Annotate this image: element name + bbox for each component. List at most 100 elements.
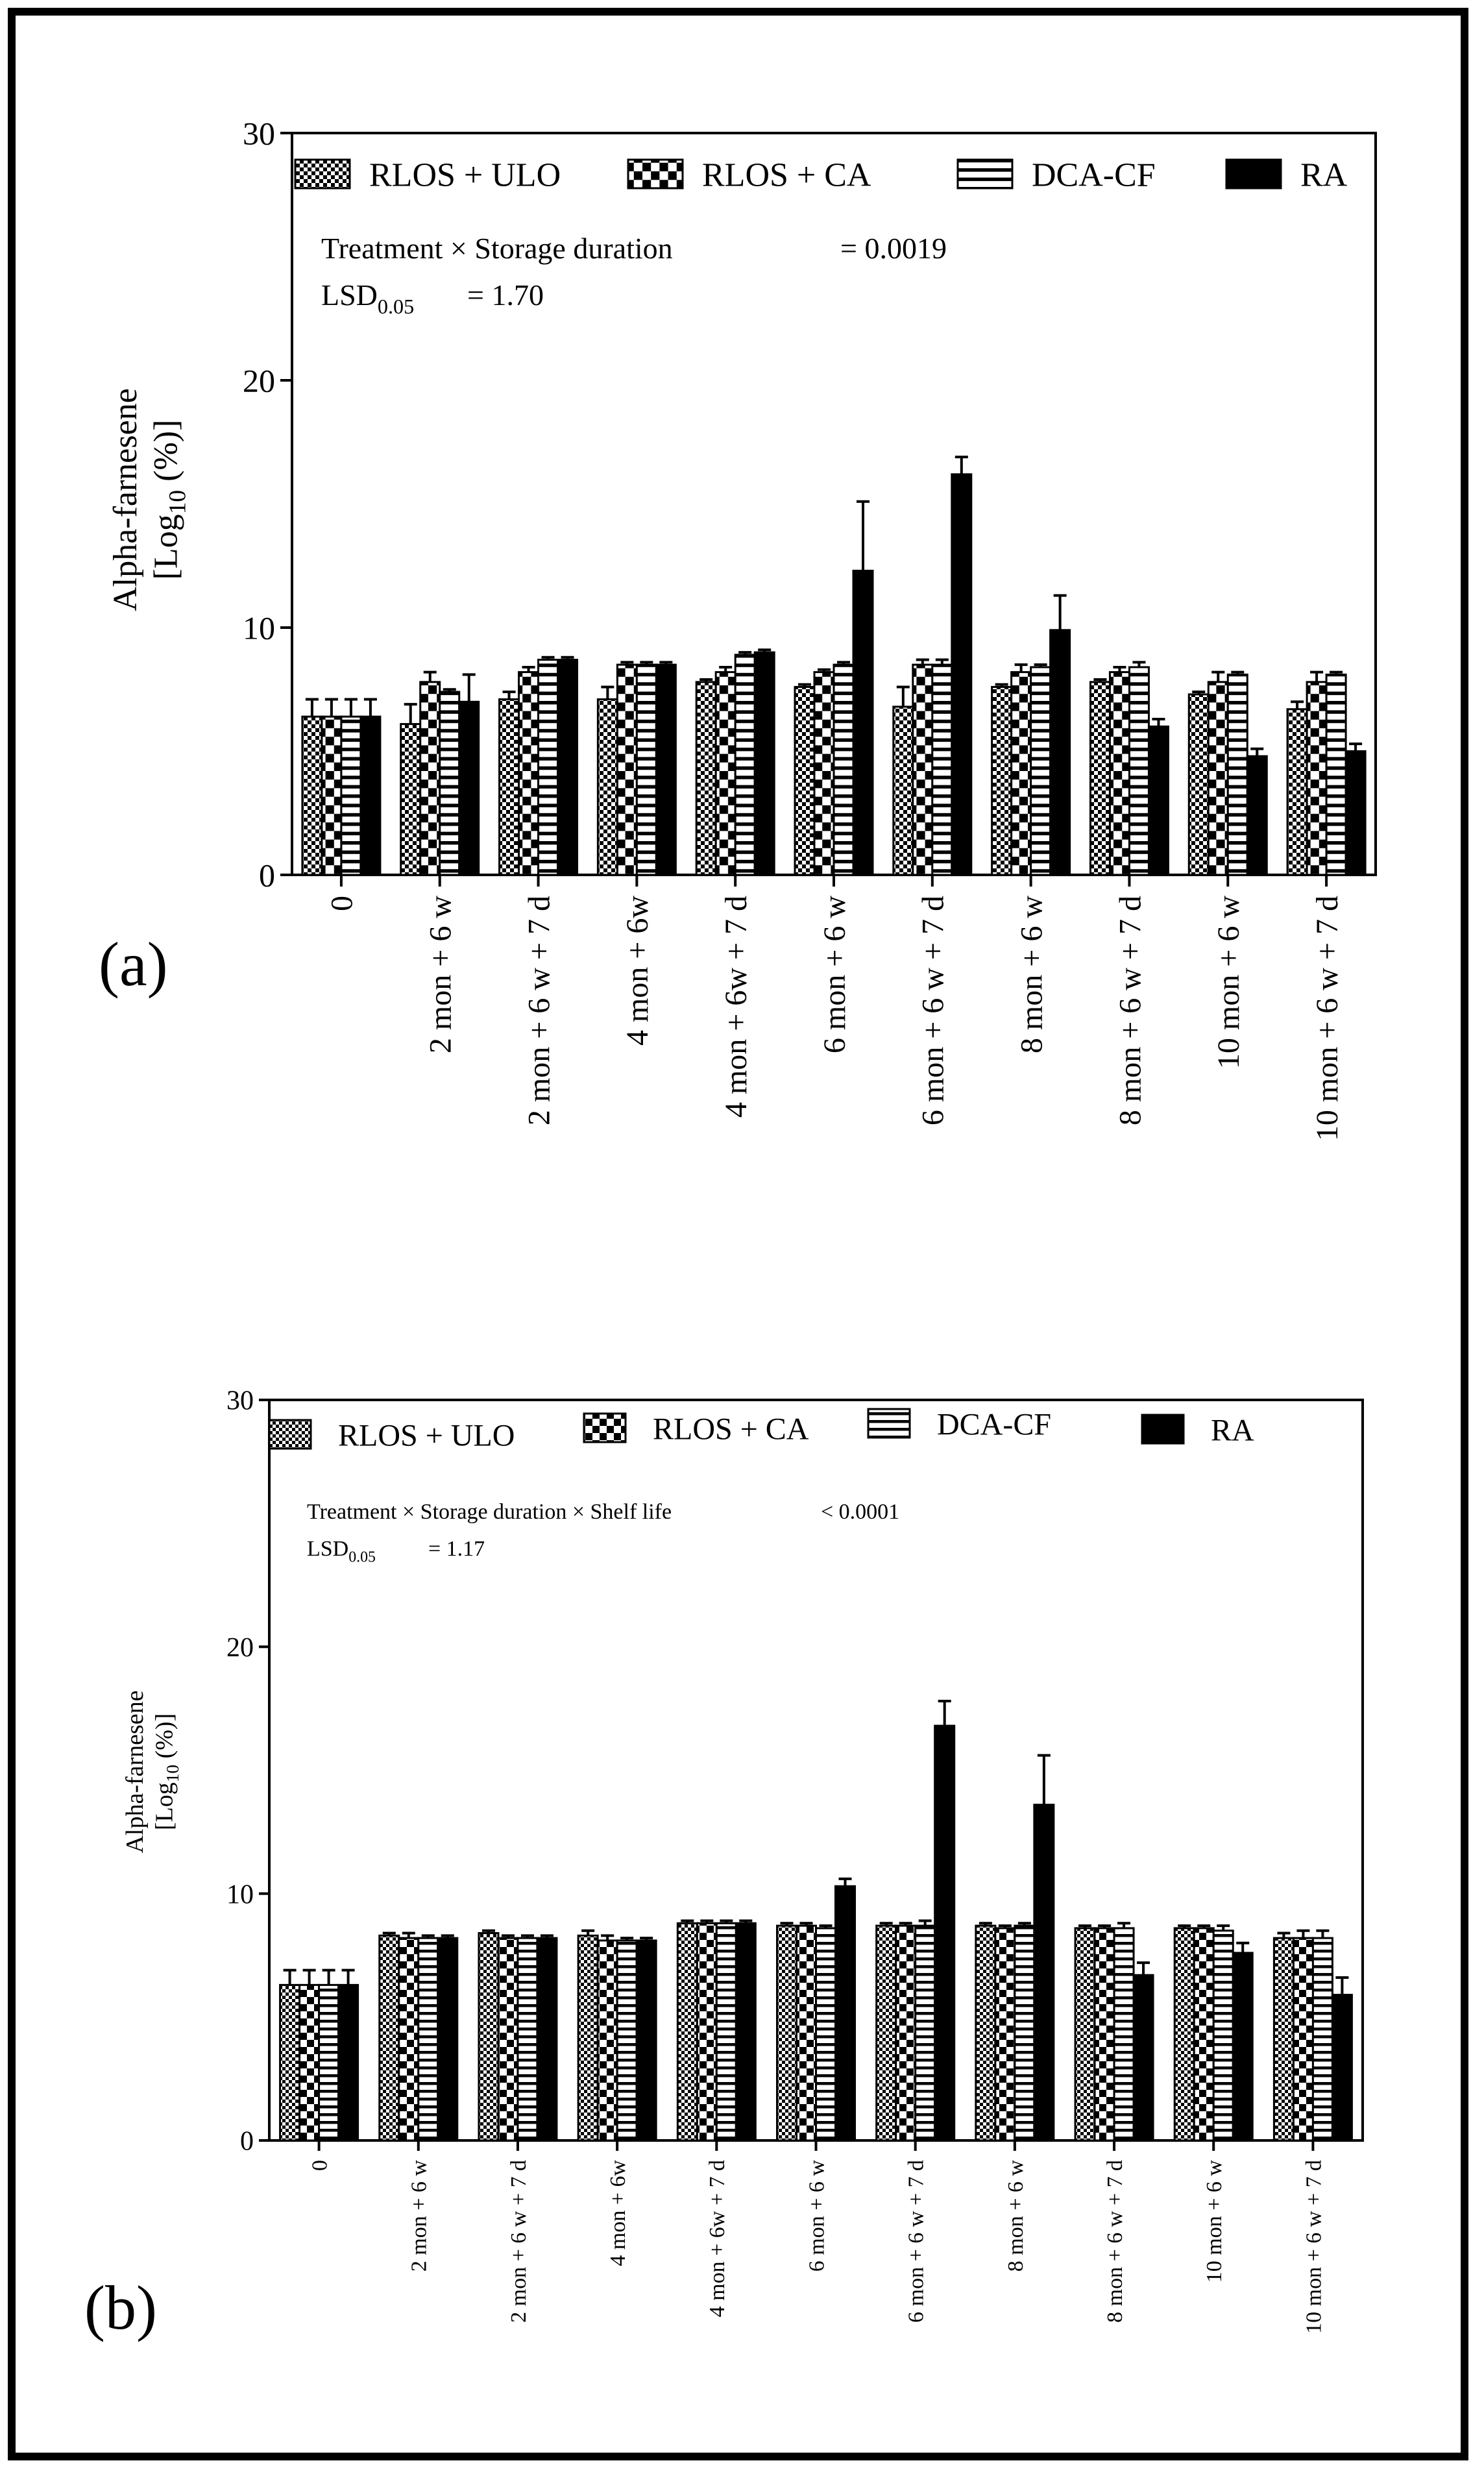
bar-rlos-ulo-11 bbox=[1286, 708, 1308, 876]
stat-value: < 0.0001 bbox=[821, 1500, 899, 1524]
legend-swatch-ra bbox=[1141, 1414, 1185, 1445]
bar-rlos-ulo-3 bbox=[498, 698, 520, 876]
x-tick-label: 8 mon + 6 w + 7 d bbox=[1113, 896, 1147, 1125]
lsd-sub: 0.05 bbox=[348, 1549, 376, 1566]
bar-rlos-ca-8 bbox=[994, 1927, 1016, 2142]
bar-dca-cf-11 bbox=[1311, 1937, 1333, 2142]
legend-swatch-rlos-ca bbox=[627, 158, 684, 190]
x-tick-label: 8 mon + 6 w bbox=[1004, 2160, 1028, 2272]
bar-rlos-ulo-6 bbox=[794, 685, 816, 876]
bar-rlos-ulo-10 bbox=[1173, 1927, 1195, 2142]
x-tick-label: 10 mon + 6 w + 7 d bbox=[1302, 2160, 1326, 2334]
legend-label-rlos-ca: RLOS + CA bbox=[702, 157, 871, 194]
legend-swatch-rlos-ulo bbox=[268, 1419, 312, 1450]
x-tick-label: 8 mon + 6 w bbox=[1014, 896, 1049, 1053]
bar-ra-5 bbox=[753, 651, 775, 876]
legend-label-ra: RA bbox=[1211, 1413, 1254, 1447]
bar-rlos-ulo-8 bbox=[991, 685, 1013, 876]
y-tick-label: 30 bbox=[243, 116, 275, 152]
bar-rlos-ca-5 bbox=[696, 1922, 718, 2142]
bar-dca-cf-6 bbox=[833, 663, 855, 876]
bar-dca-cf-7 bbox=[931, 663, 953, 876]
bar-rlos-ulo-1 bbox=[301, 715, 323, 876]
legend-swatch-rlos-ulo bbox=[294, 158, 351, 190]
lsd-label: LSD0.05 bbox=[321, 278, 414, 318]
bar-rlos-ca-1 bbox=[321, 715, 343, 876]
bar-rlos-ulo-10 bbox=[1187, 693, 1210, 876]
y-axis-label-line2: [Log bbox=[147, 514, 184, 580]
bar-dca-cf-8 bbox=[1030, 666, 1052, 876]
x-tick-label: 4 mon + 6w bbox=[620, 896, 655, 1046]
bar-rlos-ulo-4 bbox=[596, 698, 618, 876]
bar-ra-9 bbox=[1132, 1974, 1154, 2142]
lsd-main: LSD bbox=[321, 278, 378, 312]
bar-ra-1 bbox=[337, 1983, 359, 2142]
stat-label: Treatment × Storage duration bbox=[321, 232, 673, 265]
x-tick-label: 6 mon + 6 w bbox=[805, 2160, 829, 2272]
bar-dca-cf-5 bbox=[715, 1922, 737, 2142]
y-tick-label: 0 bbox=[240, 2127, 254, 2157]
y-axis-label: Alpha-farnesene[Log10 (%)] bbox=[121, 1690, 182, 1853]
legend-label-dca-cf: DCA-CF bbox=[937, 1407, 1051, 1441]
bar-ra-4 bbox=[655, 663, 677, 876]
lsd-value: = 1.70 bbox=[467, 278, 544, 312]
legend-swatch-dca-cf bbox=[956, 158, 1014, 190]
x-tick-label: 4 mon + 6w bbox=[606, 2160, 630, 2266]
y-axis-label: Alpha-farnesene[Log10 (%)] bbox=[107, 388, 191, 611]
bar-ra-11 bbox=[1344, 750, 1367, 876]
y-tick-label: 10 bbox=[226, 1880, 254, 1909]
bar-rlos-ca-11 bbox=[1306, 681, 1328, 876]
x-tick-label: 2 mon + 6 w bbox=[424, 896, 458, 1053]
bar-dca-cf-1 bbox=[340, 715, 362, 876]
bar-dca-cf-5 bbox=[734, 654, 756, 876]
x-tick-label: 6 mon + 6 w + 7 d bbox=[916, 896, 951, 1125]
bar-rlos-ca-3 bbox=[497, 1937, 519, 2142]
legend-swatch-rlos-ca bbox=[583, 1412, 627, 1443]
bar-rlos-ulo-1 bbox=[279, 1983, 301, 2142]
x-tick-label: 4 mon + 6w + 7 d bbox=[719, 896, 753, 1118]
y-tick-label: 0 bbox=[259, 857, 275, 894]
legend-label-rlos-ca: RLOS + CA bbox=[653, 1412, 809, 1446]
bar-rlos-ulo-6 bbox=[776, 1924, 797, 2142]
x-tick-label: 10 mon + 6 w bbox=[1202, 2160, 1226, 2283]
y-tick-label: 20 bbox=[226, 1633, 254, 1663]
bar-ra-10 bbox=[1232, 1952, 1254, 2142]
bar-ra-5 bbox=[735, 1922, 757, 2142]
y-tick-label: 10 bbox=[243, 610, 275, 646]
y-tick-label: 20 bbox=[243, 363, 275, 399]
y-axis-label-line1: Alpha-farnesene bbox=[107, 388, 144, 611]
bar-rlos-ca-7 bbox=[912, 663, 934, 876]
bar-rlos-ulo-9 bbox=[1089, 681, 1111, 876]
x-tick-label: 0 bbox=[325, 896, 359, 911]
bar-rlos-ulo-7 bbox=[892, 705, 914, 876]
bar-dca-cf-1 bbox=[318, 1983, 340, 2142]
y-axis-label-line2: [Log bbox=[151, 1782, 178, 1830]
bar-ra-9 bbox=[1147, 725, 1169, 876]
bar-rlos-ca-2 bbox=[398, 1937, 420, 2142]
bar-dca-cf-8 bbox=[1014, 1924, 1036, 2142]
bar-rlos-ca-7 bbox=[895, 1924, 917, 2142]
bar-ra-3 bbox=[536, 1937, 558, 2142]
y-axis-label-sub: 10 bbox=[164, 490, 191, 514]
y-axis-label-line2-end: (%)] bbox=[151, 1713, 178, 1765]
bar-dca-cf-6 bbox=[815, 1927, 836, 2142]
x-tick-label: 2 mon + 6 w + 7 d bbox=[522, 896, 556, 1125]
bar-dca-cf-9 bbox=[1113, 1927, 1135, 2142]
bar-dca-cf-7 bbox=[914, 1924, 936, 2142]
y-tick-label: 30 bbox=[226, 1386, 254, 1416]
legend-swatch-ra bbox=[1225, 158, 1282, 190]
bar-rlos-ca-6 bbox=[813, 671, 835, 876]
stat-label: Treatment × Storage duration × Shelf lif… bbox=[307, 1500, 672, 1524]
x-tick-label: 4 mon + 6w + 7 d bbox=[705, 2160, 729, 2317]
legend-label-rlos-ulo: RLOS + ULO bbox=[369, 157, 561, 194]
bar-rlos-ulo-5 bbox=[695, 681, 717, 876]
bar-rlos-ulo-11 bbox=[1272, 1937, 1295, 2142]
legend-label-rlos-ulo: RLOS + ULO bbox=[338, 1418, 515, 1453]
bar-ra-6 bbox=[852, 569, 874, 876]
bar-rlos-ulo-5 bbox=[676, 1922, 698, 2142]
bar-ra-4 bbox=[635, 1939, 657, 2142]
bar-rlos-ca-10 bbox=[1193, 1927, 1215, 2142]
stat-value: = 0.0019 bbox=[840, 232, 947, 265]
x-tick-label: 6 mon + 6 w + 7 d bbox=[905, 2160, 929, 2323]
bar-rlos-ca-9 bbox=[1093, 1927, 1115, 2142]
